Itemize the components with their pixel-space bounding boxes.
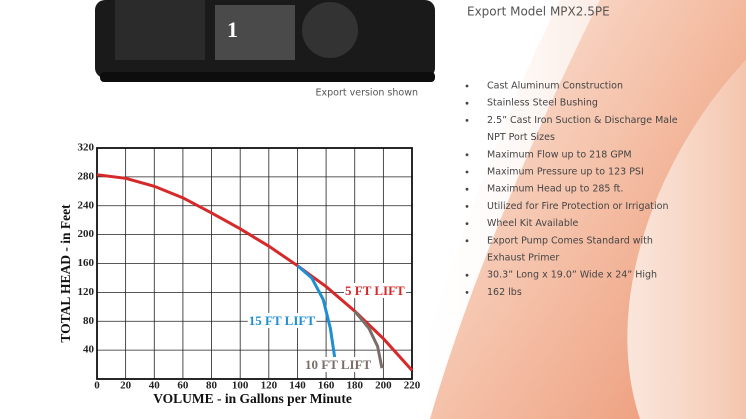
bullet	[465, 273, 469, 277]
y-tick-label: 80	[83, 315, 95, 327]
feature-text: Cast Aluminum Construction	[487, 81, 623, 92]
feature-text: 2.5” Cast Iron Suction & Discharge Male	[487, 115, 678, 126]
pump-image: 1	[95, 0, 435, 82]
bullet	[465, 291, 469, 294]
bullet	[465, 84, 469, 88]
bullet	[465, 239, 469, 243]
curve-label: 15 FT LIFT	[249, 313, 316, 328]
x-tick-label: 100	[232, 380, 249, 392]
feature-text: 162 lbs	[487, 287, 522, 298]
bullet	[465, 119, 469, 122]
x-tick-label: 180	[346, 380, 363, 392]
feature-list: Cast Aluminum Construction Stainless Stee…	[465, 81, 678, 298]
x-tick-label: 40	[149, 380, 161, 392]
x-tick-label: 220	[404, 380, 421, 392]
feature-text: Maximum Flow up to 218 GPM	[487, 149, 632, 160]
feature-text: Wheel Kit Available	[487, 218, 579, 229]
y-tick-label: 40	[83, 344, 95, 356]
x-axis-title: VOLUME - in Gallons per Minute	[153, 391, 352, 406]
y-tick-label: 320	[78, 142, 95, 154]
x-tick-label: 140	[289, 380, 306, 392]
feature-text: Maximum Pressure up to 123 PSI	[487, 167, 644, 178]
curve	[353, 310, 384, 369]
curve-label: 5 FT LIFT	[345, 283, 405, 298]
bullet	[465, 170, 469, 174]
y-tick-label: 160	[78, 257, 95, 269]
feature-text: 30.3” Long x 19.0” Wide x 24” High	[487, 270, 657, 281]
curve	[296, 264, 337, 358]
y-axis-title: TOTAL HEAD - in Feet	[58, 204, 73, 343]
feature-text: Maximum Head up to 285 ft.	[487, 184, 623, 195]
x-tick-label: 20	[120, 380, 132, 392]
curve-label: 10 FT LIFT	[305, 357, 372, 372]
feature-text: NPT Port Sizes	[487, 132, 555, 143]
background-swoosh	[430, 0, 746, 419]
bullet	[465, 101, 469, 105]
feature-text: Utilized for Fire Protection or Irrigati…	[487, 201, 669, 212]
image-caption: Export version shown	[315, 88, 418, 99]
x-tick-label: 160	[318, 380, 335, 392]
bullet	[465, 222, 469, 226]
bullet	[465, 153, 469, 157]
y-tick-label: 200	[78, 228, 95, 240]
x-tick-label: 120	[261, 380, 278, 392]
y-tick-label: 120	[78, 286, 95, 298]
x-tick-label: 0	[94, 380, 100, 392]
plot-frame	[96, 147, 413, 380]
chart: 0 20 40 60 80 100 120 140 160 180 200 220 40 80 120 160…	[58, 142, 421, 407]
svg-text:1: 1	[227, 17, 238, 42]
feature-text: Exhaust Primer	[487, 253, 559, 264]
x-tick-label: 200	[375, 380, 392, 392]
curve-label-bg	[304, 356, 373, 372]
model-name: Export Model MPX2.5PE	[467, 5, 610, 19]
curve-label-bg	[247, 312, 317, 328]
feature-text: Stainless Steel Bushing	[487, 98, 598, 109]
feature-text: Export Pump Comes Standard with	[487, 235, 653, 246]
curve-label-bg	[344, 282, 407, 298]
y-tick-label: 280	[78, 170, 95, 182]
bullet	[465, 205, 469, 208]
bullet	[465, 187, 469, 191]
x-tick-label: 60	[177, 380, 189, 392]
y-tick-label: 240	[78, 199, 95, 211]
x-tick-label: 80	[206, 380, 218, 392]
